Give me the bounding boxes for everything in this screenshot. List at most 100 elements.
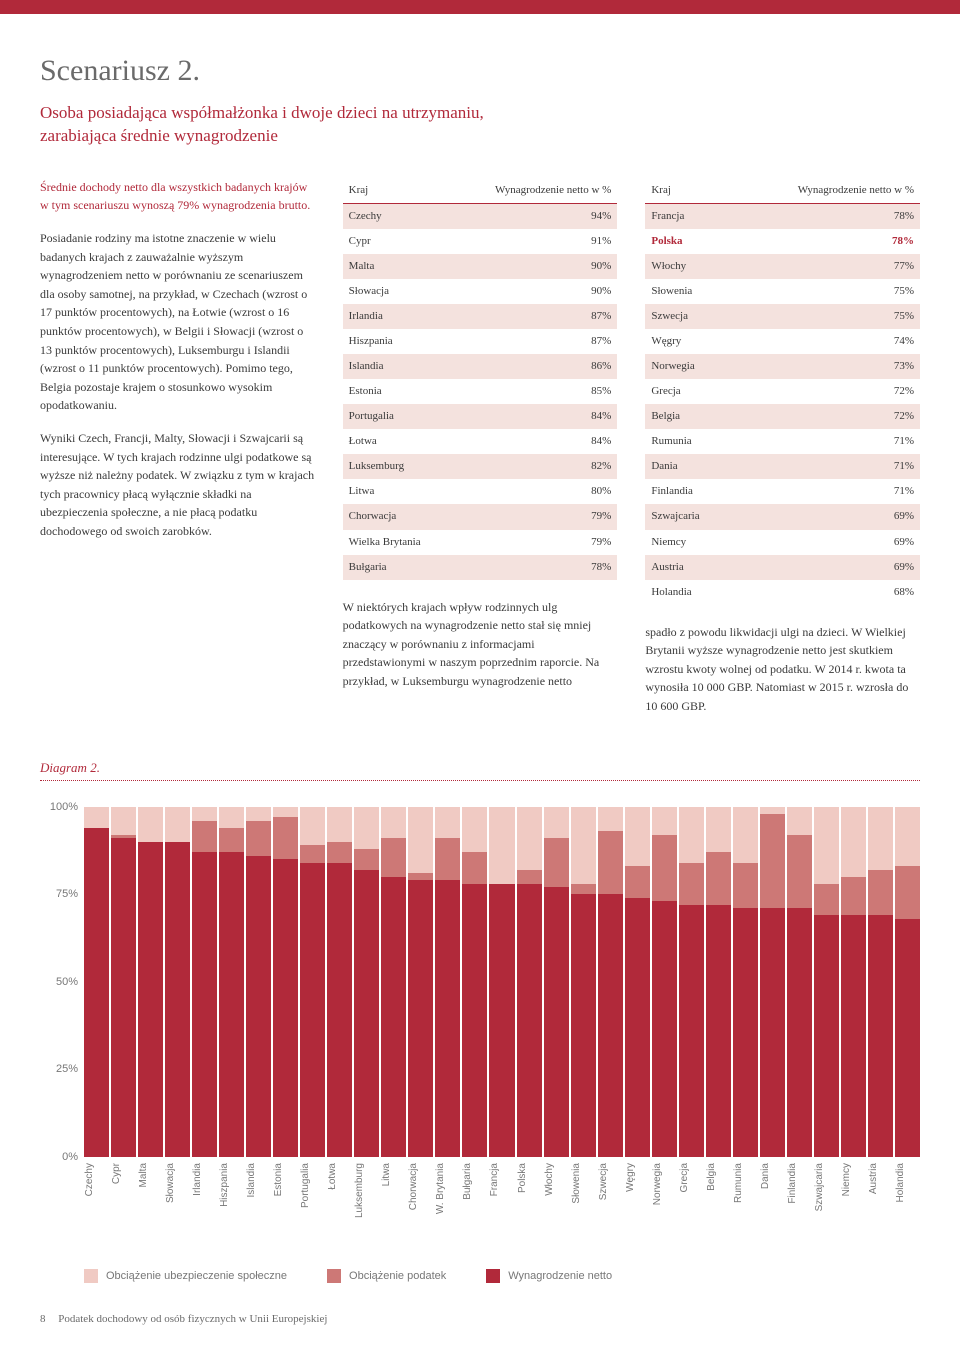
chart-y-axis: 0%25%50%75%100%: [40, 807, 84, 1157]
segment-social: [435, 807, 460, 839]
country-cell: Grecja: [645, 379, 733, 404]
x-tick-label: Słowacja: [165, 1163, 190, 1203]
x-tick-label: Estonia: [273, 1163, 298, 1196]
country-cell: Francja: [645, 203, 733, 229]
document-title: Podatek dochodowy od osób fizycznych w U…: [58, 1313, 327, 1325]
segment-tax: [652, 835, 677, 902]
country-cell: Włochy: [645, 254, 733, 279]
segment-social: [814, 807, 839, 884]
segment-social: [787, 807, 812, 835]
body-paragraph-1: Posiadanie rodziny ma istotne znaczenie …: [40, 229, 315, 415]
segment-tax: [192, 821, 217, 853]
table-row: Norwegia73%: [645, 354, 920, 379]
country-cell: Malta: [343, 254, 452, 279]
value-cell: 79%: [451, 530, 617, 555]
segment-social: [625, 807, 650, 867]
value-cell: 73%: [733, 354, 920, 379]
segment-tax: [625, 866, 650, 898]
country-cell: Słowacja: [343, 279, 452, 304]
country-cell: Rumunia: [645, 429, 733, 454]
x-tick-label: Portugalia: [300, 1163, 325, 1208]
bar-column: [787, 807, 812, 1157]
segment-tax: [517, 870, 542, 884]
legend-label: Obciążenie ubezpieczenie społeczne: [106, 1270, 287, 1282]
bar-column: [679, 807, 704, 1157]
y-tick-label: 25%: [56, 1063, 78, 1075]
bar-column: [246, 807, 271, 1157]
bar-column: [760, 807, 785, 1157]
segment-social: [489, 807, 514, 884]
body-paragraph-right: spadło z powodu likwidacji ulgi na dziec…: [645, 623, 920, 716]
x-tick-label: Belgia: [706, 1163, 731, 1191]
country-cell: Węgry: [645, 329, 733, 354]
country-cell: Szwecja: [645, 304, 733, 329]
segment-net: [84, 828, 109, 1157]
segment-net: [273, 859, 298, 1157]
segment-tax: [435, 838, 460, 880]
segment-net: [219, 852, 244, 1157]
bar-column: [517, 807, 542, 1157]
value-cell: 75%: [733, 304, 920, 329]
value-cell: 87%: [451, 304, 617, 329]
net-pay-table-left: Kraj Wynagrodzenie netto w % Czechy94%Cy…: [343, 178, 618, 580]
y-tick-label: 50%: [56, 976, 78, 988]
country-cell: Dania: [645, 454, 733, 479]
x-tick-label: Finlandia: [787, 1163, 812, 1204]
segment-social: [219, 807, 244, 828]
table-row: Węgry74%: [645, 329, 920, 354]
x-tick-label: Rumunia: [733, 1163, 758, 1203]
country-cell: Wielka Brytania: [343, 530, 452, 555]
segment-net: [787, 908, 812, 1157]
segment-net: [111, 838, 136, 1157]
x-tick-label: Hiszpania: [219, 1163, 244, 1207]
segment-net: [760, 908, 785, 1157]
y-tick-label: 0%: [62, 1151, 78, 1163]
segment-social: [381, 807, 406, 839]
segment-tax: [462, 852, 487, 884]
country-cell: Holandia: [645, 580, 733, 605]
segment-tax: [354, 849, 379, 870]
bar-column: [84, 807, 109, 1157]
table-row: Dania71%: [645, 454, 920, 479]
bar-column: [381, 807, 406, 1157]
table-column-right: Kraj Wynagrodzenie netto w % Francja78%P…: [645, 178, 920, 730]
bar-column: [165, 807, 190, 1157]
x-tick-label: Bułgaria: [462, 1163, 487, 1200]
x-tick-label: Czechy: [84, 1163, 109, 1196]
segment-tax: [544, 838, 569, 887]
chart-bars: [84, 807, 920, 1157]
bar-column: [327, 807, 352, 1157]
value-cell: 85%: [451, 379, 617, 404]
segment-net: [327, 863, 352, 1157]
segment-tax: [733, 863, 758, 909]
bar-column: [598, 807, 623, 1157]
bar-column: [435, 807, 460, 1157]
country-cell: Belgia: [645, 404, 733, 429]
country-cell: Luksemburg: [343, 454, 452, 479]
table-column-middle: Kraj Wynagrodzenie netto w % Czechy94%Cy…: [343, 178, 618, 730]
country-cell: Niemcy: [645, 530, 733, 555]
x-tick-label: Węgry: [625, 1163, 650, 1192]
segment-social: [111, 807, 136, 835]
country-cell: Chorwacja: [343, 504, 452, 529]
segment-net: [381, 877, 406, 1157]
segment-tax: [571, 884, 596, 895]
x-tick-label: Malta: [138, 1163, 163, 1187]
segment-net: [489, 884, 514, 1157]
bar-column: [489, 807, 514, 1157]
value-cell: 78%: [451, 555, 617, 580]
bar-column: [895, 807, 920, 1157]
table-row: Finlandia71%: [645, 479, 920, 504]
country-cell: Portugalia: [343, 404, 452, 429]
segment-tax: [787, 835, 812, 909]
bar-column: [408, 807, 433, 1157]
country-cell: Irlandia: [343, 304, 452, 329]
content-columns: Średnie dochody netto dla wszystkich bad…: [40, 178, 920, 730]
segment-social: [462, 807, 487, 853]
table-row: Cypr91%: [343, 229, 618, 254]
table-row: Litwa80%: [343, 479, 618, 504]
segment-net: [544, 887, 569, 1157]
segment-tax: [598, 831, 623, 894]
x-tick-label: Austria: [868, 1163, 893, 1194]
segment-tax: [300, 845, 325, 863]
